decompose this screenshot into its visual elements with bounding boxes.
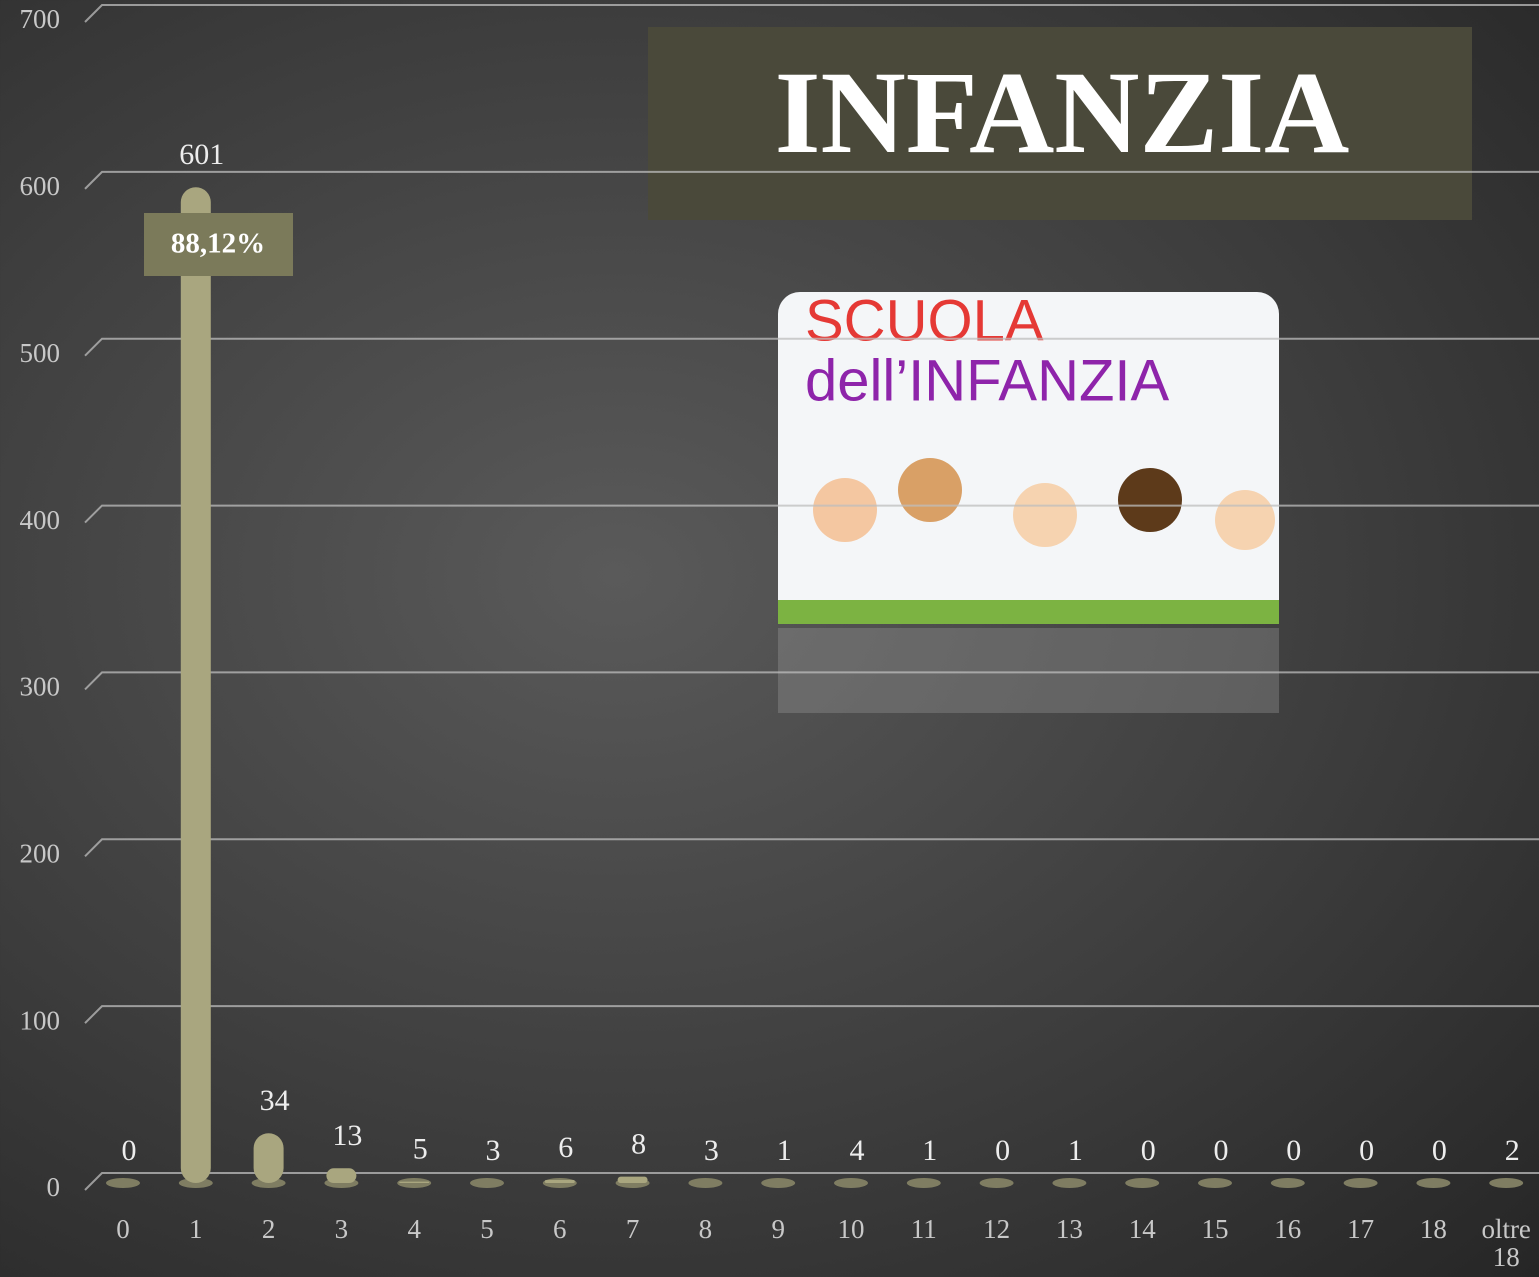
bar-base bbox=[1416, 1178, 1450, 1188]
reflection bbox=[778, 628, 1279, 713]
child bbox=[813, 478, 877, 542]
picture: SCUOLA dell’INFANZIA bbox=[778, 288, 1279, 713]
value-label: 1 bbox=[922, 1134, 937, 1167]
value-label: 0 bbox=[122, 1134, 137, 1167]
x-tick-label: 5 bbox=[452, 1215, 522, 1243]
y-tick-label: 200 bbox=[20, 838, 61, 868]
bar bbox=[545, 1180, 575, 1183]
x-tick-label: 3 bbox=[306, 1215, 376, 1243]
bar-base bbox=[1198, 1178, 1232, 1188]
y-tick-label: 0 bbox=[47, 1172, 61, 1202]
grid-line bbox=[85, 5, 1539, 22]
bar bbox=[326, 1168, 356, 1183]
bar-base bbox=[1489, 1178, 1523, 1188]
y-tick-label: 400 bbox=[20, 505, 61, 535]
value-label: 6 bbox=[558, 1131, 573, 1164]
picture-text: dell’INFANZIA bbox=[805, 348, 1170, 413]
bar-base bbox=[688, 1178, 722, 1188]
x-tick-label: 6 bbox=[525, 1215, 595, 1243]
bar-base bbox=[1125, 1178, 1159, 1188]
bar-base bbox=[980, 1178, 1014, 1188]
x-tick-label: 12 bbox=[962, 1215, 1032, 1243]
value-label: 4 bbox=[850, 1134, 865, 1167]
bar-base bbox=[106, 1178, 140, 1188]
x-tick-label: 16 bbox=[1253, 1215, 1323, 1243]
y-tick-label: 700 bbox=[20, 4, 61, 34]
x-tick-label: 11 bbox=[889, 1215, 959, 1243]
y-tick-label: 600 bbox=[20, 171, 61, 201]
x-tick-label: 7 bbox=[598, 1215, 668, 1243]
y-tick-label: 500 bbox=[20, 338, 61, 368]
x-tick-label: 18 bbox=[1398, 1215, 1468, 1243]
value-label: 2 bbox=[1505, 1134, 1520, 1167]
picture-text: SCUOLA bbox=[805, 288, 1044, 353]
value-label: 34 bbox=[260, 1084, 290, 1117]
y-tick-label: 300 bbox=[20, 672, 61, 702]
value-label: 0 bbox=[1432, 1134, 1447, 1167]
x-tick-label: 17 bbox=[1326, 1215, 1396, 1243]
bar-base bbox=[1052, 1178, 1086, 1188]
y-tick-label: 100 bbox=[20, 1005, 61, 1035]
value-label: 1 bbox=[1068, 1134, 1083, 1167]
grid-line bbox=[85, 1006, 1539, 1023]
bar-base bbox=[470, 1178, 504, 1188]
x-tick-label: 0 bbox=[88, 1215, 158, 1243]
child bbox=[1215, 490, 1275, 550]
bar-base bbox=[761, 1178, 795, 1188]
bar-base bbox=[1271, 1178, 1305, 1188]
grass bbox=[778, 600, 1279, 624]
child bbox=[1013, 483, 1077, 547]
value-label: 0 bbox=[1359, 1134, 1374, 1167]
chart: INFANZIA SCUOLA dell’INFANZIA 0100200300… bbox=[0, 0, 1539, 1277]
x-tick-label: 9 bbox=[743, 1215, 813, 1243]
bar bbox=[618, 1177, 648, 1183]
value-label: 0 bbox=[1286, 1134, 1301, 1167]
value-label: 601 bbox=[179, 138, 224, 171]
x-tick-label: 8 bbox=[670, 1215, 740, 1243]
grid-line bbox=[85, 839, 1539, 856]
value-label: 13 bbox=[332, 1119, 362, 1152]
child bbox=[898, 458, 962, 522]
bar-base bbox=[834, 1178, 868, 1188]
value-label: 0 bbox=[1214, 1134, 1229, 1167]
value-label: 3 bbox=[486, 1134, 501, 1167]
page: INFANZIA SCUOLA dell’INFANZIA 0100200300… bbox=[0, 0, 1539, 1277]
x-tick-label: 15 bbox=[1180, 1215, 1250, 1243]
value-label: 8 bbox=[631, 1128, 646, 1161]
x-tick-label: 4 bbox=[379, 1215, 449, 1243]
value-label: 0 bbox=[995, 1134, 1010, 1167]
value-label: 0 bbox=[1141, 1134, 1156, 1167]
x-tick-label: 10 bbox=[816, 1215, 886, 1243]
value-label: 1 bbox=[777, 1134, 792, 1167]
chart-title: INFANZIA bbox=[775, 47, 1350, 178]
child bbox=[1118, 468, 1182, 532]
bar bbox=[399, 1182, 429, 1183]
value-label: 3 bbox=[704, 1134, 719, 1167]
x-tick-label: 1 bbox=[161, 1215, 231, 1243]
bar bbox=[254, 1133, 284, 1183]
x-tick-label: 14 bbox=[1107, 1215, 1177, 1243]
x-tick-label: 2 bbox=[234, 1215, 304, 1243]
bar-base bbox=[907, 1178, 941, 1188]
annotation: 88,12% bbox=[171, 228, 265, 260]
x-tick-label: 13 bbox=[1034, 1215, 1104, 1243]
value-label: 5 bbox=[413, 1133, 428, 1166]
x-tick-label: oltre 18 bbox=[1471, 1215, 1539, 1271]
grid-line bbox=[85, 1173, 1539, 1190]
bar bbox=[181, 187, 211, 1183]
bar-base bbox=[1344, 1178, 1378, 1188]
